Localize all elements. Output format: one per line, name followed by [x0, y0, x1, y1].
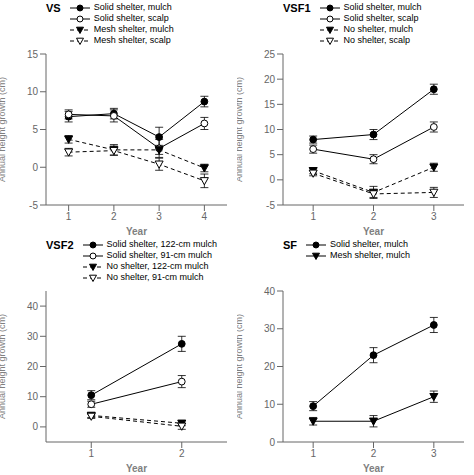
svg-text:20: 20 [264, 361, 276, 372]
svg-text:Year: Year [363, 463, 384, 474]
svg-text:Year: Year [126, 226, 147, 237]
html-text:Mesh shelter, mulch: Mesh shelter, mulch [93, 24, 174, 34]
html-text:No shelter, scalp: No shelter, scalp [343, 35, 411, 45]
svg-text:25: 25 [264, 49, 276, 60]
svg-text:0: 0 [269, 437, 275, 448]
svg-text:40: 40 [264, 286, 276, 297]
html-text:Solid shelter, scalp: Solid shelter, scalp [93, 13, 169, 23]
html-text:Mesh shelter, mulch: Mesh shelter, mulch [330, 250, 411, 260]
svg-text:10: 10 [264, 124, 276, 135]
svg-text:Year: Year [363, 226, 384, 237]
svg-text:1: 1 [66, 211, 72, 222]
svg-text:20: 20 [27, 361, 39, 372]
svg-text:Year: Year [126, 463, 147, 474]
svg-text:2: 2 [371, 211, 377, 222]
svg-text:5: 5 [32, 124, 38, 135]
svg-text:40: 40 [27, 301, 39, 312]
svg-text:10: 10 [27, 391, 39, 402]
svg-text:3: 3 [431, 211, 437, 222]
svg-text:2: 2 [371, 448, 377, 459]
svg-text:4: 4 [202, 211, 208, 222]
svg-text:0: 0 [32, 421, 38, 432]
svg-text:15: 15 [264, 99, 276, 110]
svg-text:0: 0 [32, 162, 38, 173]
svg-text:1: 1 [310, 211, 316, 222]
svg-text:10: 10 [264, 399, 276, 410]
svg-text:3: 3 [156, 211, 162, 222]
svg-text:15: 15 [27, 49, 39, 60]
svg-text:30: 30 [27, 331, 39, 342]
svg-text:Annual height growth (cm): Annual height growth (cm) [237, 77, 244, 182]
svg-text:3: 3 [431, 448, 437, 459]
html-text:No shelter, 91-cm mulch: No shelter, 91-cm mulch [106, 272, 204, 282]
html-text:Solid shelter, 91-cm mulch: Solid shelter, 91-cm mulch [106, 250, 213, 260]
html-text:Solid shelter, mulch: Solid shelter, mulch [330, 239, 409, 249]
svg-text:-5: -5 [29, 200, 38, 211]
svg-text:20: 20 [264, 74, 276, 85]
html-text:No shelter, 122-cm mulch: No shelter, 122-cm mulch [106, 261, 209, 271]
svg-text:1: 1 [88, 448, 94, 459]
html-text:VSF1: VSF1 [283, 2, 311, 14]
html-text:No shelter, mulch: No shelter, mulch [343, 24, 413, 34]
svg-text:-5: -5 [266, 200, 275, 211]
html-text:Mesh shelter, scalp: Mesh shelter, scalp [93, 35, 171, 45]
svg-text:0: 0 [269, 174, 275, 185]
html-text:SF: SF [283, 239, 298, 251]
svg-text:2: 2 [179, 448, 185, 459]
html-text:VS: VS [46, 2, 61, 14]
svg-text:1: 1 [310, 448, 316, 459]
svg-text:10: 10 [27, 86, 39, 97]
html-text:Solid shelter, 122-cm mulch: Solid shelter, 122-cm mulch [106, 239, 218, 249]
html-text:Solid shelter, scalp: Solid shelter, scalp [343, 13, 419, 23]
svg-text:Annual height growth (cm): Annual height growth (cm) [237, 314, 244, 419]
html-text:VSF2: VSF2 [46, 239, 74, 251]
svg-text:30: 30 [264, 323, 276, 334]
html-text:Solid shelter, mulch: Solid shelter, mulch [343, 2, 422, 12]
svg-text:2: 2 [111, 211, 117, 222]
html-text:Solid shelter, mulch: Solid shelter, mulch [93, 2, 172, 12]
svg-text:5: 5 [269, 149, 275, 160]
